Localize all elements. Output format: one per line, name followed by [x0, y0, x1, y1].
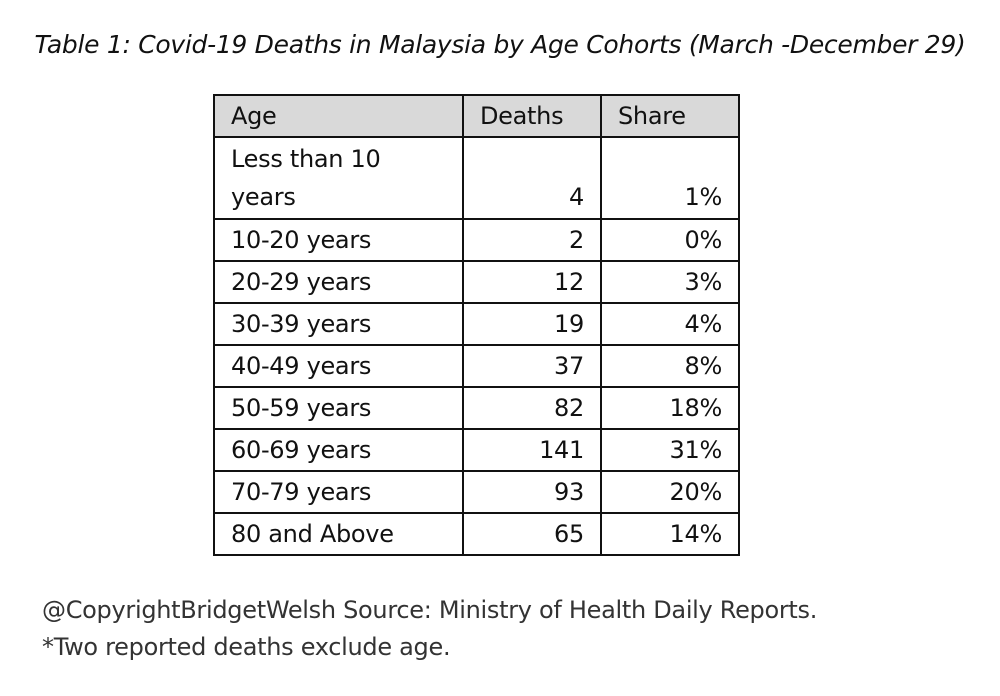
deaths-cell: 65: [462, 512, 602, 556]
deaths-cell: 37: [462, 344, 602, 388]
deaths-cell: 2: [462, 218, 602, 262]
age-cell: 10-20 years: [213, 218, 464, 262]
table-header-row: Age Deaths Share: [213, 94, 740, 138]
deaths-cell: 93: [462, 470, 602, 514]
age-cell: 50-59 years: [213, 386, 464, 430]
age-cell: 30-39 years: [213, 302, 464, 346]
column-header-age: Age: [213, 94, 464, 138]
share-cell: 4%: [600, 302, 740, 346]
deaths-cell: 12: [462, 260, 602, 304]
footer: @CopyrightBridgetWelsh Source: Ministry …: [42, 592, 817, 666]
age-cell: Less than 10 years: [213, 136, 464, 220]
share-cell: 1%: [600, 136, 740, 220]
share-cell: 14%: [600, 512, 740, 556]
table-row: 30-39 years 19 4%: [213, 302, 740, 346]
deaths-cell: 19: [462, 302, 602, 346]
column-header-deaths: Deaths: [462, 94, 602, 138]
share-cell: 3%: [600, 260, 740, 304]
deaths-by-age-table: Age Deaths Share Less than 10 years 4 1%…: [213, 94, 740, 556]
share-cell: 31%: [600, 428, 740, 472]
share-cell: 8%: [600, 344, 740, 388]
table-title: Table 1: Covid-19 Deaths in Malaysia by …: [34, 30, 966, 59]
age-cell: 40-49 years: [213, 344, 464, 388]
table-row: 20-29 years 12 3%: [213, 260, 740, 304]
age-cell: 80 and Above: [213, 512, 464, 556]
table-row: 70-79 years 93 20%: [213, 470, 740, 514]
deaths-cell: 82: [462, 386, 602, 430]
table-row: 80 and Above 65 14%: [213, 512, 740, 556]
deaths-cell: 141: [462, 428, 602, 472]
table-row: 50-59 years 82 18%: [213, 386, 740, 430]
age-cell: 70-79 years: [213, 470, 464, 514]
age-cell: 60-69 years: [213, 428, 464, 472]
share-cell: 18%: [600, 386, 740, 430]
column-header-share: Share: [600, 94, 740, 138]
share-cell: 20%: [600, 470, 740, 514]
share-cell: 0%: [600, 218, 740, 262]
table-row: 60-69 years 141 31%: [213, 428, 740, 472]
table-row: Less than 10 years 4 1%: [213, 136, 740, 220]
table-row: 10-20 years 2 0%: [213, 218, 740, 262]
table-row: 40-49 years 37 8%: [213, 344, 740, 388]
footnote: *Two reported deaths exclude age.: [42, 633, 451, 661]
source-credit: @CopyrightBridgetWelsh Source: Ministry …: [42, 596, 818, 624]
age-cell: 20-29 years: [213, 260, 464, 304]
deaths-cell: 4: [462, 136, 602, 220]
